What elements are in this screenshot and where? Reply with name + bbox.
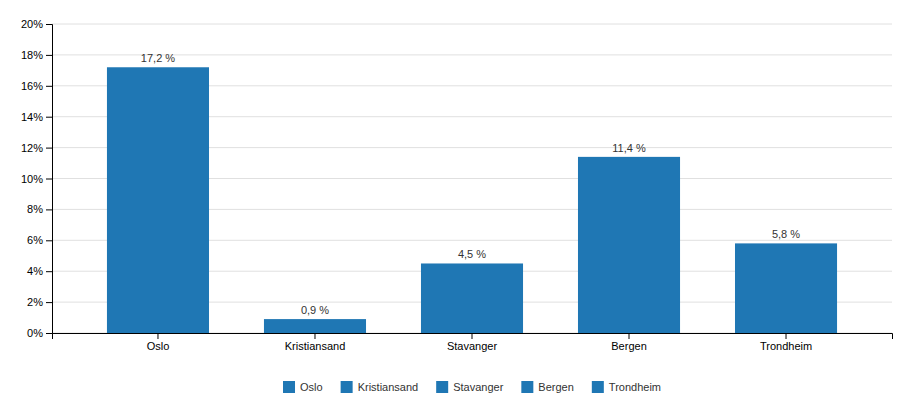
chart: 0% 2% 4% 6% 8% 10% 12% 14% 16% 18% 20% Oslo Kristian… — [0, 0, 916, 411]
bar — [735, 243, 837, 333]
tick: Kristiansand — [285, 333, 346, 352]
bar — [578, 157, 680, 333]
tick-mark — [46, 117, 52, 118]
tick-mark — [157, 333, 158, 339]
tick: 6% — [27, 234, 52, 246]
x-axis: Oslo Kristiansand Stavanger Bergen Trondheim — [53, 333, 893, 352]
legend-label: Kristiansand — [358, 381, 419, 393]
tick-mark — [629, 333, 630, 339]
legend-item: Stavanger — [436, 381, 503, 393]
tick: 0% — [27, 327, 52, 339]
tick-label: Trondheim — [760, 340, 812, 352]
tick-mark — [46, 240, 52, 241]
data-labels: 17,2 % 0,9 % 4,5 % 11,4 % 5,8 % — [141, 52, 800, 316]
data-label: 17,2 % — [141, 52, 175, 64]
tick-label: Bergen — [611, 340, 646, 352]
tick-label: 20% — [21, 18, 43, 30]
tick: 14% — [21, 111, 52, 123]
tick-label: Stavanger — [447, 340, 497, 352]
tick: 2% — [27, 296, 52, 308]
bar — [107, 67, 209, 333]
tick-mark — [46, 302, 52, 303]
tick-label: 2% — [27, 296, 43, 308]
axis-line — [53, 334, 893, 340]
legend-label: Stavanger — [453, 381, 503, 393]
tick-label: 16% — [21, 80, 43, 92]
tick-mark — [46, 55, 52, 56]
bar — [264, 319, 366, 333]
legend-swatch — [592, 381, 604, 393]
tick: 10% — [21, 173, 52, 185]
tick-mark — [46, 209, 52, 210]
tick: Bergen — [611, 333, 646, 352]
tick: 8% — [27, 203, 52, 215]
legend-label: Trondheim — [609, 381, 661, 393]
tick: Trondheim — [760, 333, 812, 352]
legend-item: Oslo — [283, 381, 323, 393]
tick-mark — [46, 86, 52, 87]
tick-label: 8% — [27, 203, 43, 215]
tick-label: 4% — [27, 265, 43, 277]
tick-label: Kristiansand — [285, 340, 346, 352]
tick-mark — [46, 333, 52, 334]
data-label: 11,4 % — [612, 142, 646, 154]
legend-item: Bergen — [521, 381, 573, 393]
legend: Oslo Kristiansand Stavanger Bergen Trondheim — [283, 381, 661, 393]
grid-line — [52, 24, 892, 25]
data-label: 0,9 % — [301, 304, 329, 316]
tick-mark — [46, 271, 52, 272]
legend-item: Trondheim — [592, 381, 661, 393]
plot: 0% 2% 4% 6% 8% 10% 12% 14% 16% 18% 20% Oslo Kristian… — [21, 18, 893, 352]
tick-label: 6% — [27, 234, 43, 246]
tick-mark — [46, 148, 52, 149]
axis-line — [46, 25, 53, 334]
data-label: 5,8 % — [772, 228, 800, 240]
tick-label: 10% — [21, 173, 43, 185]
tick-mark — [472, 333, 473, 339]
tick: 18% — [21, 49, 52, 61]
tick-label: 12% — [21, 142, 43, 154]
legend-swatch — [521, 381, 533, 393]
legend-label: Oslo — [300, 381, 323, 393]
tick-mark — [314, 333, 315, 339]
tick-label: 14% — [21, 111, 43, 123]
tick: 20% — [21, 18, 52, 30]
legend-item: Kristiansand — [341, 381, 419, 393]
tick: Stavanger — [447, 333, 497, 352]
tick-mark — [46, 24, 52, 25]
y-axis: 0% 2% 4% 6% 8% 10% 12% 14% 16% 18% 20% — [21, 18, 53, 339]
tick: 12% — [21, 142, 52, 154]
tick-mark — [786, 333, 787, 339]
data-label: 4,5 % — [458, 248, 486, 260]
legend-swatch — [283, 381, 295, 393]
tick-label: 0% — [27, 327, 43, 339]
legend-label: Bergen — [538, 381, 573, 393]
legend-swatch — [341, 381, 353, 393]
tick-label: Oslo — [147, 340, 170, 352]
tick-label: 18% — [21, 49, 43, 61]
tick: Oslo — [147, 333, 170, 352]
grid-line — [52, 54, 892, 55]
grid — [52, 24, 892, 333]
tick-mark — [46, 179, 52, 180]
tick: 4% — [27, 265, 52, 277]
tick: 16% — [21, 80, 52, 92]
bars — [107, 67, 837, 333]
legend-swatch — [436, 381, 448, 393]
bar — [421, 263, 523, 333]
